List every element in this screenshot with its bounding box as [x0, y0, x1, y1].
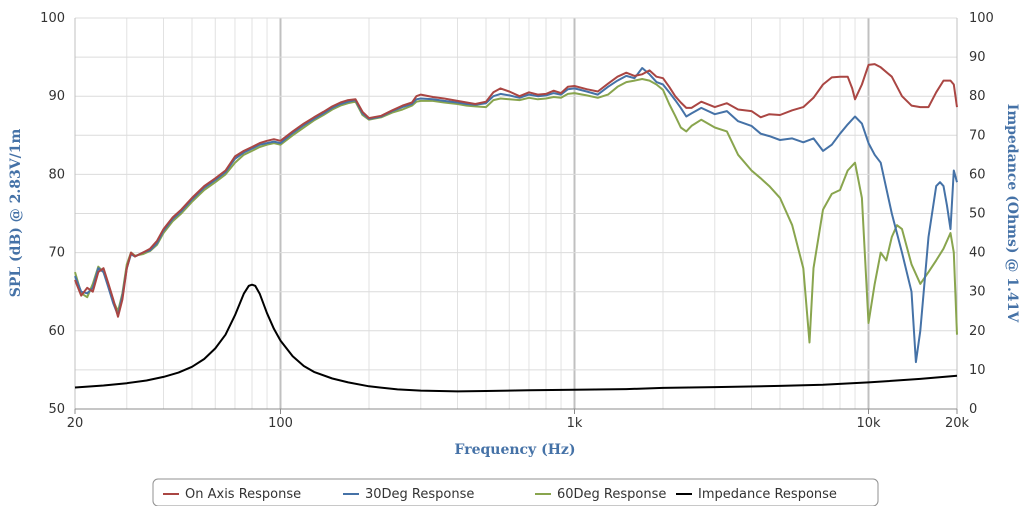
y-right-tick-label: 30	[969, 285, 986, 300]
y-axis-left-title: SPL (dB) @ 2.83V/1m	[8, 129, 24, 298]
x-axis-title: Frequency (Hz)	[455, 442, 576, 458]
y-right-tick-label: 0	[969, 402, 977, 417]
legend-box	[152, 478, 879, 506]
y-right-tick-label: 60	[969, 167, 986, 182]
y-left-tick-label: 80	[48, 167, 65, 182]
y-right-tick-label: 10	[969, 363, 986, 378]
legend-item-label: On Axis Response	[185, 487, 301, 502]
x-tick-label: 20k	[945, 416, 970, 431]
series-line-impedance-response	[74, 283, 958, 393]
y-left-tick-label: 100	[40, 11, 65, 26]
y-right-tick-label: 40	[969, 246, 986, 261]
legend-item-label: Impedance Response	[698, 487, 837, 502]
legend-item-label: 30Deg Response	[365, 487, 474, 502]
series-layer	[74, 63, 958, 393]
series-line-on-axis-response	[74, 63, 958, 318]
grid-layer	[74, 17, 958, 410]
x-tick-label: 20	[67, 416, 84, 431]
series-line-30deg-response	[74, 67, 958, 364]
legend-item-label: 60Deg Response	[557, 487, 666, 502]
series-line-60deg-response	[74, 78, 958, 344]
y-left-tick-label: 60	[48, 324, 65, 339]
y-right-tick-label: 100	[969, 11, 994, 26]
y-axis-right-title: Impedance (Ohms) @ 1.41V	[1004, 104, 1020, 324]
x-tick-label: 1k	[567, 416, 583, 431]
x-tick-label: 10k	[856, 416, 881, 431]
y-left-tick-label: 70	[48, 246, 65, 261]
y-left-tick-label: 90	[48, 89, 65, 104]
axis-layer: 20 100 1k 10k 20k 50 60 70 80 90 100 0 10 20 30 40 50 60 7…	[40, 11, 994, 431]
y-left-tick-label: 50	[48, 402, 65, 417]
y-right-tick-label: 80	[969, 89, 986, 104]
x-tick-label: 100	[268, 416, 293, 431]
y-right-tick-label: 50	[969, 207, 986, 222]
y-right-tick-label: 90	[969, 50, 986, 65]
y-right-tick-label: 70	[969, 128, 986, 143]
legend: On Axis Response 30Deg Response 60Deg Resp…	[152, 478, 879, 506]
y-right-tick-label: 20	[969, 324, 986, 339]
